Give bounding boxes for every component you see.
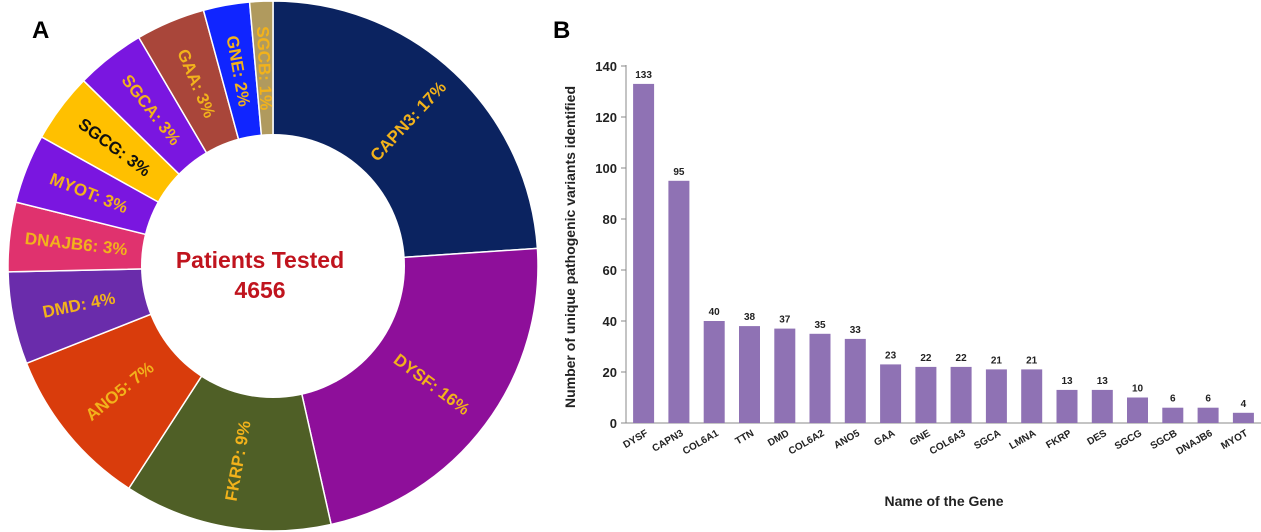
bar-fkrp — [1056, 389, 1078, 423]
bar-ano5 — [844, 338, 866, 423]
y-axis-ticks: 0 20 40 60 80 100 120 140 — [595, 59, 626, 431]
bar-sgca — [985, 369, 1007, 423]
y-tick-label: 120 — [595, 110, 617, 125]
bar-capn3 — [668, 180, 690, 424]
bar-value-myot: 4 — [1241, 399, 1247, 410]
bar-value-col6a1: 40 — [709, 307, 721, 318]
x-tick-label-fkrp: FKRP — [1044, 428, 1073, 451]
donut-center-line2: 4656 — [234, 277, 285, 303]
bar-value-ano5: 33 — [850, 325, 862, 336]
panel-a-letter: A — [32, 17, 49, 44]
bar-myot — [1232, 412, 1254, 423]
y-tick-label: 0 — [610, 416, 617, 431]
bar-value-fkrp: 13 — [1061, 376, 1073, 387]
y-axis-title: Number of unique pathogenic variants ide… — [562, 86, 578, 408]
x-tick-label-col6a1: COL6A1 — [681, 428, 721, 457]
bar-value-dysf: 133 — [635, 70, 652, 81]
x-tick-label-capn3: CAPN3 — [651, 428, 686, 455]
x-tick-label-gne: GNE — [908, 428, 933, 449]
bar-dnajb6 — [1197, 407, 1219, 423]
x-tick-label-dmd: DMD — [766, 428, 791, 449]
bar-ttn — [739, 326, 760, 423]
bar-value-des: 13 — [1097, 376, 1109, 387]
bar-lmna — [1021, 369, 1043, 423]
slice-label-sgcb: SGCB: 1% — [253, 26, 276, 111]
panel-b-letter: B — [553, 17, 570, 44]
y-tick-label: 20 — [603, 365, 617, 380]
x-tick-label-ano5: ANO5 — [832, 428, 862, 452]
bar-dmd — [774, 328, 796, 423]
bar-value-labels: 133 95 40 38 37 35 33 23 22 22 21 21 13 13 10 6 6 4 — [635, 70, 1246, 410]
x-tick-label-lmna: LMNA — [1008, 428, 1039, 452]
bar-value-col6a3: 22 — [956, 353, 968, 364]
bar-col6a1 — [703, 321, 725, 423]
donut-hole — [141, 134, 405, 398]
bar-value-sgca: 21 — [991, 355, 1003, 366]
y-tick-label: 80 — [603, 212, 617, 227]
x-axis-title: Name of the Gene — [884, 493, 1003, 509]
bar-value-col6a2: 35 — [814, 320, 826, 331]
bar-value-dnajb6: 6 — [1205, 394, 1211, 405]
bar-sgcg — [1127, 397, 1148, 423]
bar-dysf — [633, 83, 655, 424]
bar-value-sgcb: 6 — [1170, 394, 1176, 405]
donut-chart: CAPN3: 17%DYSF: 16%FKRP: 9%ANO5: 7%DMD: … — [7, 0, 539, 532]
bar-value-gaa: 23 — [885, 350, 897, 361]
bar-value-dmd: 37 — [779, 315, 791, 326]
x-tick-label-dnajb6: DNAJB6 — [1174, 428, 1215, 458]
y-tick-label: 40 — [603, 314, 617, 329]
bar-gaa — [880, 364, 902, 423]
bar-des — [1091, 389, 1113, 423]
y-tick-label: 100 — [595, 161, 617, 176]
x-tick-label-sgcg: SGCG — [1113, 428, 1144, 452]
bar-sgcb — [1162, 407, 1184, 423]
bar-value-sgcg: 10 — [1132, 384, 1144, 395]
x-tick-label-dysf: DYSF — [622, 428, 651, 451]
bar-value-capn3: 95 — [673, 167, 685, 178]
bar-gne — [915, 366, 937, 423]
x-tick-label-gaa: GAA — [872, 428, 897, 449]
donut-center-line1: Patients Tested — [176, 247, 344, 273]
x-tick-label-des: DES — [1085, 428, 1109, 448]
x-tick-label-myot: MYOT — [1219, 428, 1250, 452]
bar-value-gne: 22 — [920, 353, 932, 364]
x-tick-label-col6a2: COL6A2 — [787, 428, 827, 457]
bar-col6a3 — [950, 366, 972, 423]
bar-col6a2 — [809, 333, 831, 424]
x-tick-label-sgca: SGCA — [972, 428, 1003, 452]
y-tick-label: 60 — [603, 263, 617, 278]
bar-value-ttn: 38 — [744, 312, 756, 323]
x-tick-label-col6a3: COL6A3 — [928, 428, 968, 457]
y-tick-label: 140 — [595, 59, 617, 74]
bar-value-lmna: 21 — [1026, 355, 1038, 366]
bar-chart: 0 20 40 60 80 100 120 140 133 95 40 38 37 35 33 23 22 22… — [562, 59, 1261, 509]
x-tick-label-ttn: TTN — [734, 428, 756, 447]
bars — [633, 83, 1254, 424]
